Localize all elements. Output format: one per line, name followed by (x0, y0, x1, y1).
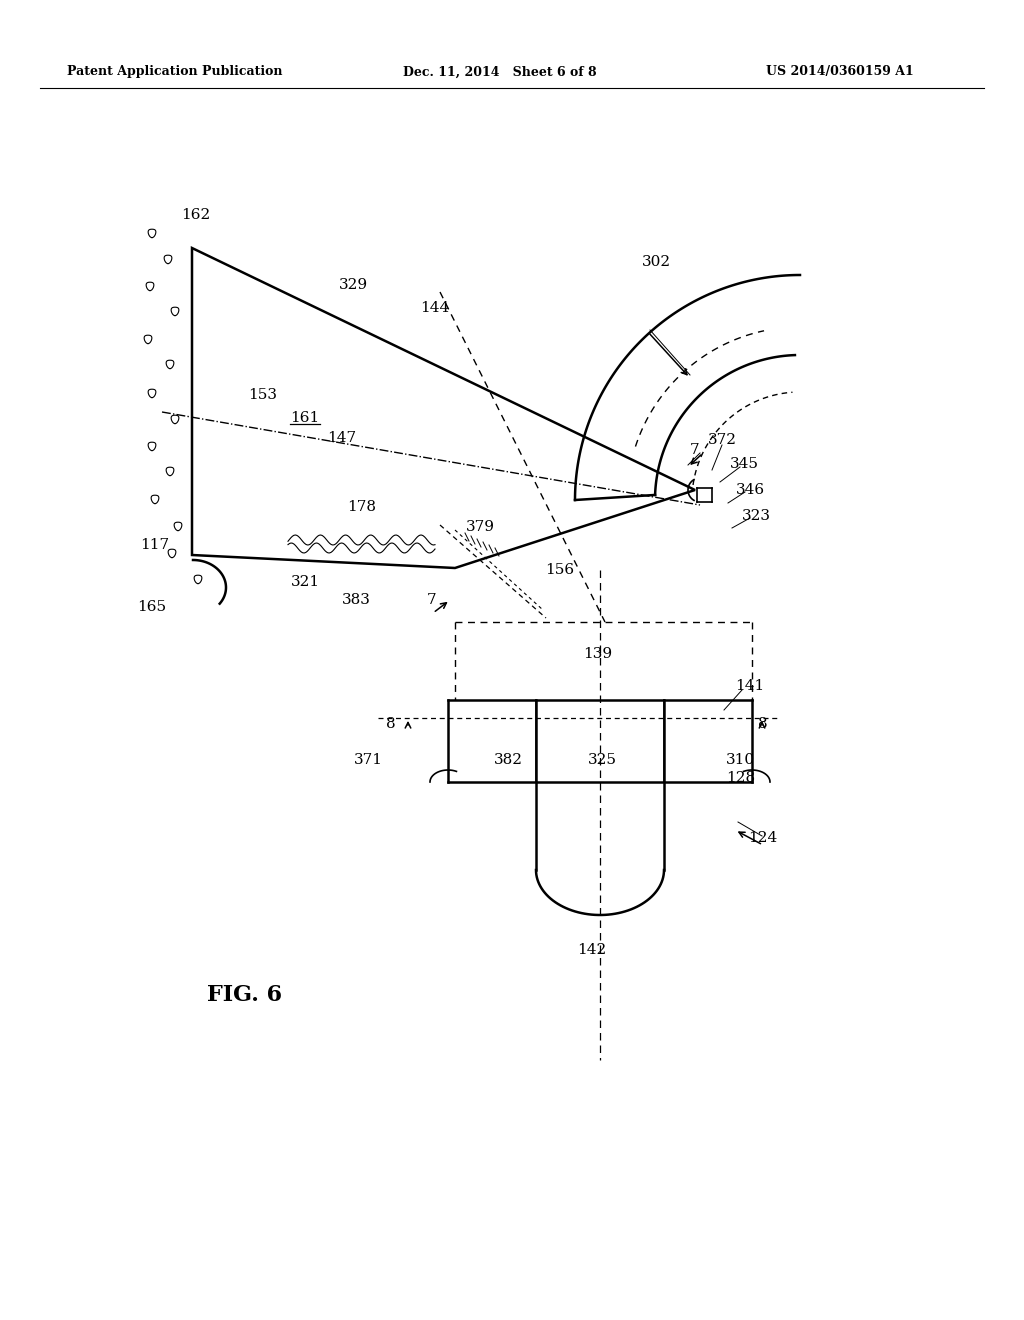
Text: 144: 144 (421, 301, 450, 315)
Text: 325: 325 (588, 752, 616, 767)
Text: 117: 117 (140, 539, 170, 552)
Text: 310: 310 (725, 752, 755, 767)
Text: 161: 161 (291, 411, 319, 425)
Text: 379: 379 (466, 520, 495, 535)
Text: 345: 345 (729, 457, 759, 471)
Text: 302: 302 (641, 255, 671, 269)
Text: 346: 346 (735, 483, 765, 498)
Text: 383: 383 (342, 593, 371, 607)
Text: 156: 156 (546, 564, 574, 577)
Text: 372: 372 (708, 433, 736, 447)
Text: 323: 323 (741, 510, 770, 523)
Text: US 2014/0360159 A1: US 2014/0360159 A1 (766, 66, 913, 78)
Text: 128: 128 (726, 771, 756, 785)
Text: 321: 321 (291, 576, 319, 589)
Text: 162: 162 (181, 209, 211, 222)
Text: 178: 178 (347, 500, 377, 513)
Text: 7: 7 (690, 444, 699, 457)
Text: 153: 153 (249, 388, 278, 403)
Text: FIG. 6: FIG. 6 (208, 983, 283, 1006)
Text: Dec. 11, 2014   Sheet 6 of 8: Dec. 11, 2014 Sheet 6 of 8 (403, 66, 597, 78)
Text: 8: 8 (386, 717, 396, 731)
Text: 124: 124 (749, 832, 777, 845)
Text: 8: 8 (758, 717, 768, 731)
Text: 139: 139 (584, 647, 612, 661)
Text: 371: 371 (353, 752, 383, 767)
Text: 141: 141 (735, 678, 765, 693)
Text: 329: 329 (339, 279, 368, 292)
Text: 165: 165 (137, 601, 167, 614)
Text: Patent Application Publication: Patent Application Publication (68, 66, 283, 78)
Text: 7: 7 (427, 593, 437, 607)
Text: 142: 142 (578, 942, 606, 957)
Text: 382: 382 (494, 752, 522, 767)
Text: 147: 147 (328, 432, 356, 445)
